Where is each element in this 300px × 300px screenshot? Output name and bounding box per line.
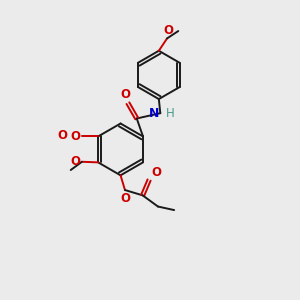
Text: H: H xyxy=(166,107,174,120)
Text: O: O xyxy=(164,24,174,37)
Text: O: O xyxy=(120,192,130,205)
Text: O: O xyxy=(71,155,81,168)
Text: O: O xyxy=(70,130,80,143)
Text: N: N xyxy=(149,107,159,120)
Text: O: O xyxy=(58,129,68,142)
Text: O: O xyxy=(151,166,161,179)
Text: O: O xyxy=(121,88,130,101)
